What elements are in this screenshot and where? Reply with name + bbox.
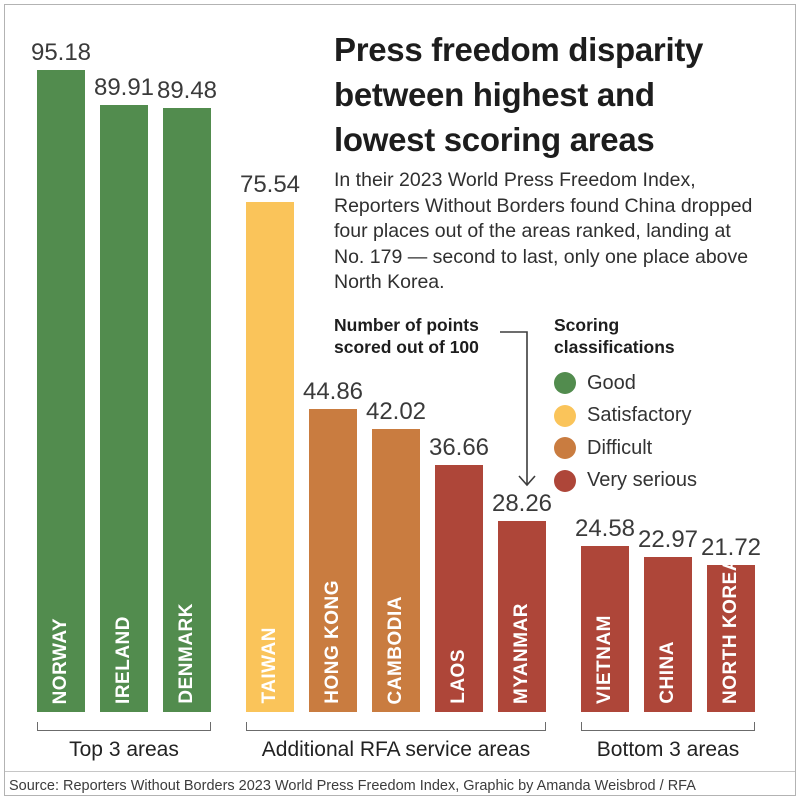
legend-item-good: Good bbox=[554, 367, 789, 400]
bar-group-additional-rfa-service-areas: 75.54 TAIWAN 44.86 HONG KONG 42.02 CAMBODIA 36… bbox=[240, 171, 552, 712]
title-line-2: between highest and bbox=[334, 76, 655, 113]
bar-myanmar: 28.26 MYANMAR bbox=[492, 490, 552, 712]
legend: Scoring classifications Good Satisfactory… bbox=[554, 314, 789, 497]
axis-note-line-1: Number of points bbox=[334, 315, 479, 335]
group-label: Bottom 3 areas bbox=[596, 738, 740, 761]
bar-north-korea: 21.72 NORTH KOREA bbox=[701, 534, 761, 712]
groups-row: Top 3 areas Additional RFA service areas B… bbox=[37, 722, 755, 762]
group-cell-additional-rfa-service-areas: Additional RFA service areas bbox=[246, 722, 546, 762]
legend-swatch-icon bbox=[554, 469, 576, 492]
legend-label: Difficult bbox=[587, 436, 653, 459]
group-label: Additional RFA service areas bbox=[261, 738, 531, 761]
legend-items: Good Satisfactory Difficult Very serious bbox=[554, 367, 789, 497]
bar-taiwan: 75.54 TAIWAN bbox=[240, 171, 300, 712]
axis-note-line-2: scored out of 100 bbox=[334, 337, 479, 357]
bar-name-label: IRELAND bbox=[113, 616, 134, 704]
bar-china: 22.97 CHINA bbox=[638, 526, 698, 712]
bar-value-label: 44.86 bbox=[302, 378, 364, 406]
legend-swatch-icon bbox=[554, 437, 576, 460]
group-label: Top 3 areas bbox=[69, 738, 179, 761]
legend-heading: Scoring classifications bbox=[554, 314, 789, 358]
bar-value-label: 89.91 bbox=[93, 74, 155, 102]
axis-note: Number of points scored out of 100 bbox=[334, 314, 479, 358]
bar-value-label: 95.18 bbox=[30, 38, 92, 66]
legend-item-very-serious: Very serious bbox=[554, 465, 789, 498]
group-bracket bbox=[37, 722, 211, 731]
bar-name-label: CAMBODIA bbox=[385, 595, 406, 705]
legend-item-satisfactory: Satisfactory bbox=[554, 400, 789, 433]
group-cell-bottom-3-areas: Bottom 3 areas bbox=[581, 722, 755, 762]
bar-value-label: 89.48 bbox=[156, 77, 218, 105]
bar-name-label: NORTH KOREA bbox=[720, 557, 741, 704]
bar-hong-kong: 44.86 HONG KONG bbox=[303, 378, 363, 712]
bar-value-label: 42.02 bbox=[365, 397, 427, 425]
bar-name-label: DENMARK bbox=[176, 603, 197, 704]
bar-value-label: 21.72 bbox=[700, 534, 762, 562]
bar-name-label: MYANMAR bbox=[511, 603, 532, 704]
bar-name-label: LAOS bbox=[448, 649, 469, 704]
bar-group-top-3-areas: 95.18 NORWAY 89.91 IRELAND 89.48 DENMARK bbox=[31, 39, 217, 712]
bar-norway: 95.18 NORWAY bbox=[31, 39, 91, 712]
legend-item-difficult: Difficult bbox=[554, 432, 789, 465]
bar-value-label: 36.66 bbox=[428, 433, 490, 461]
source-credit: Source: Reporters Without Borders 2023 W… bbox=[9, 778, 696, 794]
legend-swatch-icon bbox=[554, 404, 576, 427]
legend-label: Satisfactory bbox=[587, 404, 692, 427]
title-line-3: lowest scoring areas bbox=[334, 121, 655, 158]
footer-divider bbox=[5, 771, 795, 772]
bars-row: 95.18 NORWAY 89.91 IRELAND 89.48 DENMARK 75.54… bbox=[31, 39, 761, 712]
group-bracket bbox=[581, 722, 755, 731]
bar-value-label: 22.97 bbox=[637, 526, 699, 554]
bar-group-bottom-3-areas: 24.58 VIETNAM 22.97 CHINA 21.72 NORTH KOREA bbox=[575, 515, 761, 712]
bar-value-label: 75.54 bbox=[239, 171, 301, 199]
legend-heading-line-1: Scoring bbox=[554, 315, 620, 335]
bar-name-label: TAIWAN bbox=[259, 627, 280, 704]
group-cell-top-3-areas: Top 3 areas bbox=[37, 722, 211, 762]
bar-vietnam: 24.58 VIETNAM bbox=[575, 515, 635, 712]
bar-cambodia: 42.02 CAMBODIA bbox=[366, 398, 426, 712]
bar-value-label: 28.26 bbox=[491, 490, 553, 518]
title-line-1: Press freedom disparity bbox=[334, 31, 704, 68]
bar-ireland: 89.91 IRELAND bbox=[94, 74, 154, 712]
legend-label: Very serious bbox=[587, 469, 698, 492]
group-bracket bbox=[246, 722, 546, 731]
bar-value-label: 24.58 bbox=[574, 515, 636, 543]
page-title: Press freedom disparity between highest … bbox=[334, 27, 784, 162]
intro-paragraph: In their 2023 World Press Freedom Index,… bbox=[334, 169, 753, 293]
legend-label: Good bbox=[587, 371, 636, 394]
legend-swatch-icon bbox=[554, 372, 576, 395]
bar-name-label: VIETNAM bbox=[594, 615, 615, 704]
pointer-arrow-icon bbox=[500, 331, 536, 487]
bar-name-label: NORWAY bbox=[50, 617, 71, 704]
legend-heading-line-2: classifications bbox=[554, 337, 675, 357]
bar-laos: 36.66 LAOS bbox=[429, 434, 489, 712]
bar-denmark: 89.48 DENMARK bbox=[157, 77, 217, 712]
bar-name-label: CHINA bbox=[657, 641, 678, 704]
bar-name-label: HONG KONG bbox=[322, 580, 343, 704]
